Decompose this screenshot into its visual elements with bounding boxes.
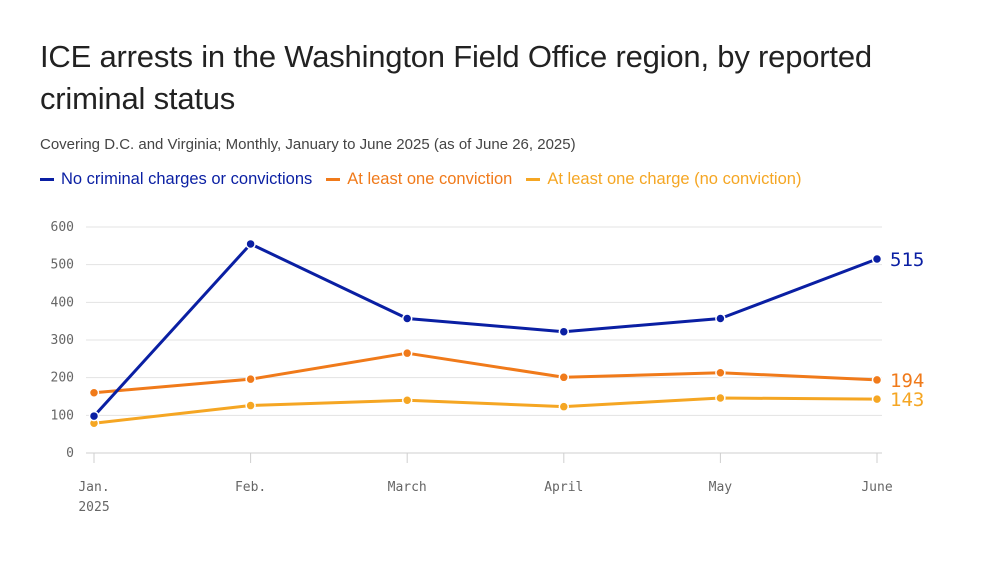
end-value-label: 143 xyxy=(890,389,924,411)
legend-swatch xyxy=(326,178,341,181)
x-tick-label: April xyxy=(544,480,583,495)
y-tick-label: 200 xyxy=(51,371,74,386)
series-line xyxy=(92,242,879,418)
x-tick-label: Feb. xyxy=(235,480,266,495)
data-point xyxy=(871,253,883,265)
legend-label: No criminal charges or convictions xyxy=(61,170,313,188)
y-tick-label: 600 xyxy=(51,220,74,235)
data-point xyxy=(715,367,726,379)
x-tick-label: March xyxy=(388,480,427,495)
y-tick-label: 0 xyxy=(66,446,74,461)
data-point xyxy=(245,400,256,411)
data-point xyxy=(88,410,100,422)
data-point xyxy=(558,326,570,337)
legend-item-charge: At least one charge (no conviction) xyxy=(526,170,801,189)
data-point xyxy=(401,395,413,406)
y-tick-label: 100 xyxy=(51,408,74,423)
series-line xyxy=(92,396,879,425)
data-point xyxy=(715,392,726,404)
legend-item-no-criminal: No criminal charges or convictions xyxy=(40,170,312,189)
data-point xyxy=(558,372,570,383)
x-tick-label: Jan. xyxy=(78,480,109,495)
data-point xyxy=(715,313,726,324)
data-point xyxy=(401,347,413,359)
series-0: 515 xyxy=(88,238,924,422)
chart-subtitle: Covering D.C. and Virginia; Monthly, Jan… xyxy=(40,136,576,153)
data-point xyxy=(401,313,413,324)
legend: No criminal charges or convictions At le… xyxy=(40,170,801,189)
series-line xyxy=(92,351,879,395)
data-point xyxy=(245,373,256,385)
data-point xyxy=(88,387,100,398)
data-point xyxy=(558,401,570,412)
y-tick-label: 400 xyxy=(51,295,74,310)
series-1: 194 xyxy=(88,347,924,398)
data-point xyxy=(871,393,883,405)
series-2: 143 xyxy=(88,389,924,429)
legend-swatch xyxy=(526,178,541,181)
x-tick-sublabel: 2025 xyxy=(78,500,109,515)
end-value-label: 194 xyxy=(890,370,924,392)
data-point xyxy=(871,374,883,386)
legend-item-conviction: At least one conviction xyxy=(326,170,512,189)
x-tick-label: May xyxy=(709,480,733,495)
end-value-label: 515 xyxy=(890,249,924,271)
x-tick-label: June xyxy=(861,480,892,495)
legend-swatch xyxy=(40,178,54,181)
data-point xyxy=(245,238,256,250)
legend-label: At least one conviction xyxy=(347,170,513,188)
legend-label: At least one charge (no conviction) xyxy=(547,170,802,188)
chart-title: ICE arrests in the Washington Field Offi… xyxy=(40,39,872,116)
y-tick-label: 500 xyxy=(51,258,74,273)
y-tick-label: 300 xyxy=(51,333,74,348)
